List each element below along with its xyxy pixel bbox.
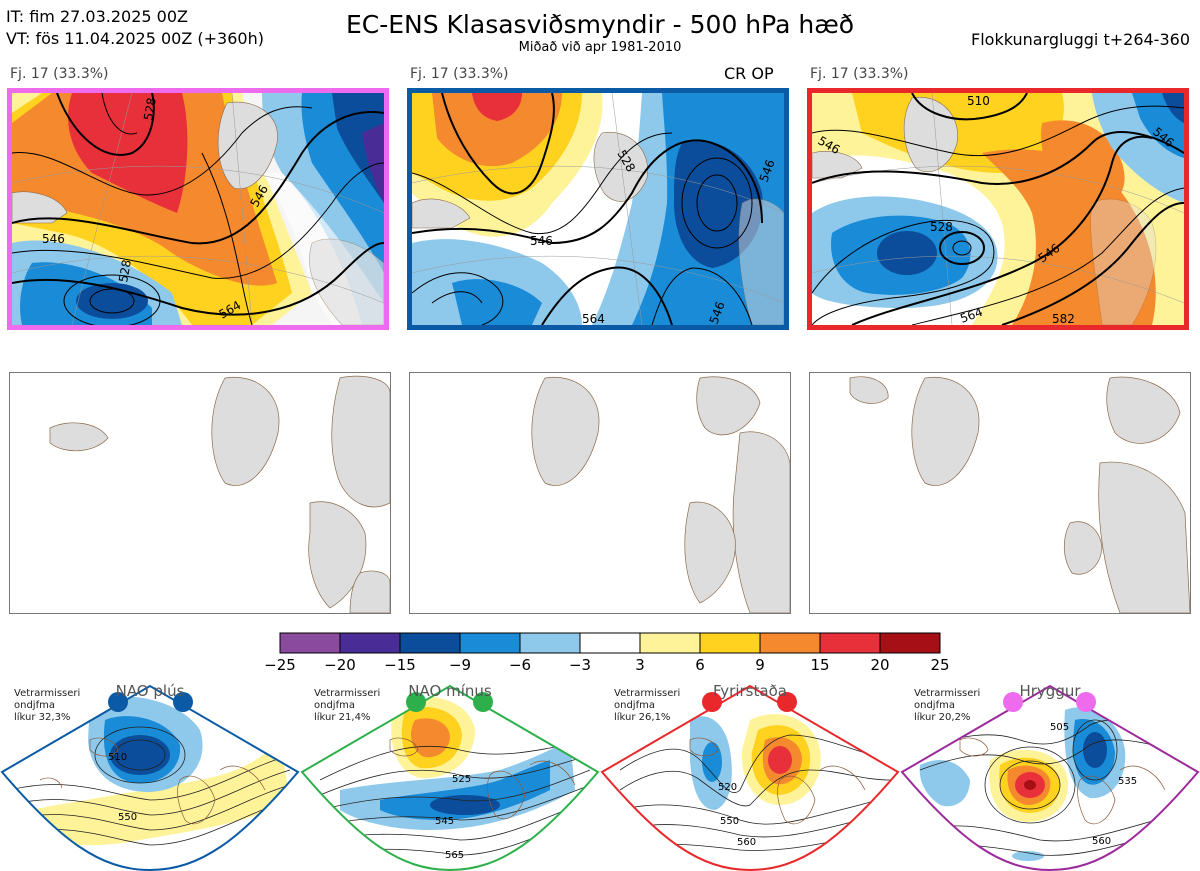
contour-label: 582 <box>1052 312 1075 325</box>
contour-label: 528 <box>930 220 953 234</box>
contour-label: 528 <box>141 97 159 122</box>
empty-map-1 <box>9 372 391 614</box>
isoline-label: 520 <box>718 782 737 793</box>
isoline-label: 535 <box>1118 776 1137 787</box>
page-title: EC-ENS Klasasviðsmyndir - 500 hPa hæð <box>345 10 855 39</box>
isoline-label: 565 <box>445 850 464 861</box>
colorbar-swatch <box>759 632 821 654</box>
colorbar-tick: 20 <box>870 656 889 674</box>
colorbar-tick: −25 <box>264 656 296 674</box>
colorbar-swatch <box>339 632 401 654</box>
cluster-1-label: Fj. 17 (33.3%) <box>10 66 109 82</box>
colorbar-swatch <box>459 632 521 654</box>
cluster-2-map[interactable]: 528 546 546 564 546 <box>407 88 789 330</box>
contour-label: 546 <box>707 300 728 325</box>
regime-note: Vetrarmisseri ondjfma líkur 21,4% <box>314 688 381 723</box>
regime-note: Vetrarmisseri ondjfma líkur 20,2% <box>914 688 981 723</box>
cluster-2-tag: CR OP <box>724 64 774 83</box>
colorbar-swatch <box>399 632 461 654</box>
initial-time: IT: fim 27.03.2025 00Z <box>6 7 188 26</box>
cluster-3-label: Fj. 17 (33.3%) <box>810 66 909 82</box>
colorbar-tick: 25 <box>930 656 949 674</box>
regime-name: NAO mínus <box>408 682 492 700</box>
colorbar-tick: −15 <box>384 656 416 674</box>
regime-ridge[interactable]: 505 535 560 Hryggur Vetrarmisseri ondjfm… <box>900 680 1200 871</box>
cluster-1-map[interactable]: 546 528 546 528 564 <box>7 88 389 330</box>
colorbar-swatch <box>639 632 701 654</box>
isoline-label: 560 <box>1092 836 1111 847</box>
climatology-note: Miðað við apr 1981-2010 <box>518 40 682 55</box>
regime-nao-plus[interactable]: 510 550 NAO plús Vetrarmisseri ondjfma l… <box>0 680 300 871</box>
contour-label: 528 <box>116 259 134 284</box>
isoline-label: 560 <box>737 837 756 848</box>
classification-window: Flokkunargluggi t+264-360 <box>971 30 1190 49</box>
anomaly-colorbar: −25 −20 −15 −9 −6 −3 3 6 9 15 20 25 <box>264 632 950 674</box>
isoline-label: 545 <box>435 816 454 827</box>
contour-label: 564 <box>582 312 605 325</box>
run-info: IT: fim 27.03.2025 00Z VT: fös 11.04.202… <box>6 6 264 50</box>
colorbar-tick: 3 <box>635 656 645 674</box>
cluster-3-map[interactable]: 510 546 528 546 564 582 546 <box>807 88 1189 330</box>
colorbar-swatch <box>279 632 341 654</box>
colorbar-tick: 15 <box>810 656 829 674</box>
cluster-2-label: Fj. 17 (33.3%) <box>410 66 509 82</box>
isoline-label: 550 <box>720 816 739 827</box>
colorbar-tick: 6 <box>695 656 705 674</box>
regime-note: Vetrarmisseri ondjfma líkur 26,1% <box>614 688 681 723</box>
isoline-label: 550 <box>118 812 137 823</box>
isoline-label: 505 <box>1050 722 1069 733</box>
contour-label: 546 <box>530 234 553 248</box>
regime-nao-minus[interactable]: 525 545 565 NAO mínus Vetrarmisseri ondj… <box>300 680 600 871</box>
empty-map-3 <box>809 372 1191 614</box>
colorbar-tick: −9 <box>449 656 471 674</box>
colorbar-swatch <box>699 632 761 654</box>
empty-map-2 <box>409 372 791 614</box>
colorbar-tick: −20 <box>324 656 356 674</box>
colorbar-tick: −6 <box>509 656 531 674</box>
colorbar-tick: 9 <box>755 656 765 674</box>
colorbar-tick: −3 <box>569 656 591 674</box>
regime-name: Hryggur <box>1019 682 1081 700</box>
isoline-label: 510 <box>108 752 127 763</box>
colorbar-swatch <box>879 632 941 654</box>
regime-name: Fyrirstaða <box>713 682 787 700</box>
contour-label: 510 <box>967 94 990 108</box>
regime-note: Vetrarmisseri ondjfma líkur 32,3% <box>14 688 81 723</box>
colorbar-swatch <box>519 632 581 654</box>
valid-time: VT: fös 11.04.2025 00Z (+360h) <box>6 29 264 48</box>
colorbar-swatch <box>579 632 641 654</box>
colorbar-swatch <box>819 632 881 654</box>
regime-name: NAO plús <box>115 682 185 700</box>
contour-label: 564 <box>958 305 984 325</box>
contour-label: 546 <box>42 232 65 246</box>
isoline-label: 525 <box>452 774 471 785</box>
regime-blocking[interactable]: 520 550 560 Fyrirstaða Vetrarmisseri ond… <box>600 680 900 871</box>
